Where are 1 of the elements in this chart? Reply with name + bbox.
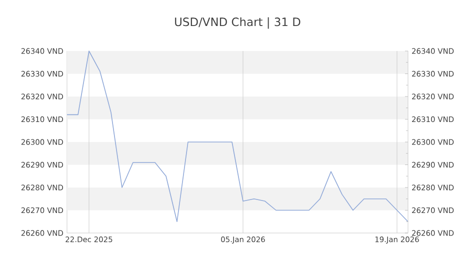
chart-title: USD/VND Chart | 31 D bbox=[175, 17, 300, 29]
